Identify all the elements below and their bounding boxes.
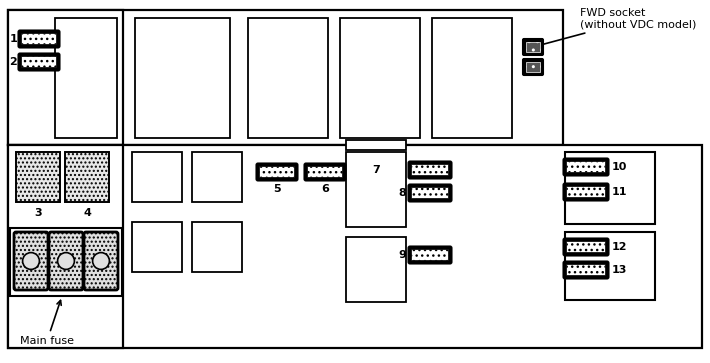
- FancyBboxPatch shape: [564, 159, 608, 175]
- FancyBboxPatch shape: [523, 39, 543, 55]
- Text: 11: 11: [612, 187, 628, 197]
- Text: 6: 6: [321, 184, 329, 194]
- Text: 10: 10: [612, 162, 628, 172]
- FancyBboxPatch shape: [564, 261, 608, 278]
- Text: 13: 13: [612, 265, 628, 275]
- FancyBboxPatch shape: [305, 163, 346, 180]
- Text: 12: 12: [612, 242, 628, 252]
- Bar: [10, 228, 122, 296]
- FancyBboxPatch shape: [412, 164, 449, 175]
- FancyBboxPatch shape: [256, 163, 297, 180]
- FancyBboxPatch shape: [408, 162, 452, 179]
- FancyBboxPatch shape: [412, 249, 449, 261]
- Bar: [346, 152, 406, 227]
- Text: 1: 1: [9, 34, 17, 44]
- FancyBboxPatch shape: [567, 265, 606, 276]
- Text: 2: 2: [9, 57, 17, 67]
- FancyBboxPatch shape: [564, 184, 608, 200]
- Bar: [65, 152, 109, 202]
- FancyBboxPatch shape: [21, 33, 57, 45]
- Bar: [8, 10, 563, 145]
- Text: FWD socket
(without VDC model): FWD socket (without VDC model): [537, 8, 697, 47]
- Bar: [8, 10, 123, 145]
- Circle shape: [58, 253, 75, 269]
- Bar: [340, 18, 420, 138]
- FancyBboxPatch shape: [567, 162, 606, 172]
- Text: 3: 3: [34, 208, 42, 218]
- FancyBboxPatch shape: [526, 62, 540, 72]
- FancyBboxPatch shape: [567, 241, 606, 253]
- FancyBboxPatch shape: [567, 187, 606, 197]
- FancyBboxPatch shape: [18, 30, 60, 48]
- Bar: [565, 152, 655, 224]
- Text: 4: 4: [83, 208, 91, 218]
- FancyBboxPatch shape: [564, 238, 608, 256]
- FancyBboxPatch shape: [49, 232, 83, 290]
- Text: 8: 8: [398, 188, 406, 198]
- FancyBboxPatch shape: [408, 246, 452, 264]
- Bar: [135, 18, 230, 138]
- FancyBboxPatch shape: [408, 184, 452, 201]
- Bar: [432, 18, 512, 138]
- Text: 9: 9: [398, 250, 406, 260]
- Bar: [132, 222, 182, 272]
- FancyBboxPatch shape: [18, 53, 60, 70]
- Bar: [8, 145, 123, 348]
- Circle shape: [23, 253, 39, 269]
- FancyBboxPatch shape: [412, 188, 449, 199]
- FancyBboxPatch shape: [526, 42, 540, 52]
- Bar: [8, 145, 702, 348]
- Bar: [16, 152, 60, 202]
- Bar: [346, 140, 406, 150]
- Bar: [565, 232, 655, 300]
- Bar: [192, 222, 242, 272]
- Bar: [192, 152, 242, 202]
- FancyBboxPatch shape: [523, 59, 543, 75]
- FancyBboxPatch shape: [84, 232, 118, 290]
- Circle shape: [92, 253, 109, 269]
- Bar: [248, 18, 328, 138]
- Bar: [132, 152, 182, 202]
- Text: 5: 5: [273, 184, 281, 194]
- FancyBboxPatch shape: [21, 57, 57, 68]
- FancyBboxPatch shape: [259, 167, 295, 178]
- Bar: [55, 18, 117, 138]
- Text: 7: 7: [372, 165, 380, 175]
- Text: Main fuse: Main fuse: [20, 301, 74, 346]
- Bar: [346, 237, 406, 302]
- FancyBboxPatch shape: [14, 232, 48, 290]
- FancyBboxPatch shape: [307, 167, 342, 178]
